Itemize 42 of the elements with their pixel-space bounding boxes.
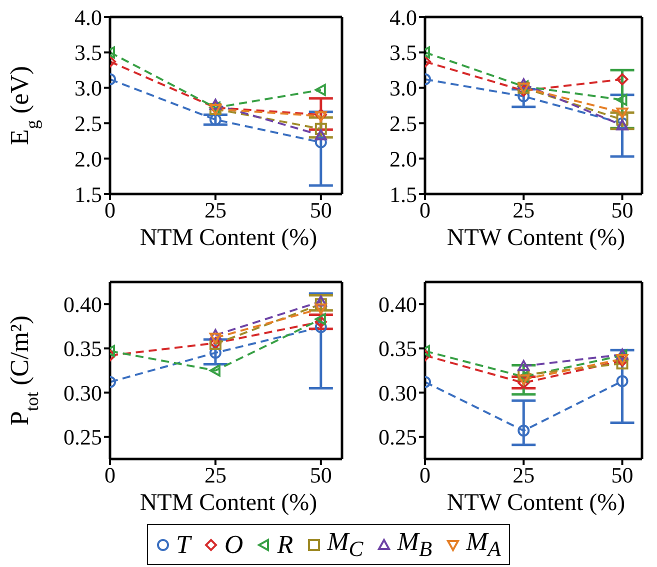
- y-tick-label: 3.5: [390, 40, 417, 66]
- y-tick-label: 3.0: [74, 76, 102, 101]
- x-tick-label: 50: [611, 462, 634, 488]
- y-tick-label: 0.35: [378, 336, 417, 362]
- x-tick-label: 0: [420, 462, 430, 488]
- y-tick-label: 1.5: [74, 182, 102, 207]
- x-tick-label: 25: [204, 198, 226, 223]
- legend-label: R: [277, 530, 294, 560]
- legend-label: T: [176, 530, 190, 560]
- y-tick-label: 3.5: [74, 40, 102, 66]
- x-axis-title: NTW Content (%): [446, 489, 626, 517]
- y-tick-label: 2.0: [390, 146, 417, 172]
- x-tick-label: 0: [104, 462, 116, 488]
- y-tick-label: 2.0: [74, 146, 102, 172]
- x-axis-title: NTM Content (%): [138, 224, 318, 252]
- y-tick-label: 1.5: [390, 182, 417, 207]
- legend-label: M$_{C}$: [327, 527, 364, 562]
- legend-label: M$_{A}$: [466, 527, 502, 562]
- legend-label: M$_{B}$: [397, 527, 432, 562]
- y-tick-label: 0.40: [64, 292, 102, 317]
- y-tick-label: 0.25: [378, 424, 417, 450]
- y-tick-label: 4.0: [390, 4, 417, 30]
- y-tick-label: 3.0: [390, 76, 417, 101]
- x-tick-label: 50: [611, 198, 634, 223]
- x-tick-label: 25: [512, 198, 535, 223]
- legend-label: O: [224, 530, 244, 560]
- y-tick-label: 2.5: [74, 111, 102, 136]
- y-tick-label: 0.30: [378, 380, 417, 406]
- y-tick-label: 0.35: [64, 336, 102, 362]
- x-tick-label: 0: [104, 198, 116, 223]
- x-tick-label: 25: [512, 462, 535, 488]
- y-tick-label: 0.40: [378, 292, 417, 317]
- y-tick-label: 0.30: [64, 380, 102, 406]
- x-tick-label: 50: [310, 462, 332, 488]
- x-axis-title: NTM Content (%): [138, 489, 318, 517]
- y-tick-label: 4.0: [74, 4, 102, 30]
- y-tick-label: 0.25: [64, 424, 102, 450]
- y-tick-label: 2.5: [390, 111, 417, 136]
- x-tick-label: 50: [310, 198, 332, 223]
- x-axis-title: NTW Content (%): [446, 224, 626, 252]
- x-tick-label: 0: [420, 198, 430, 223]
- x-tick-label: 25: [204, 462, 226, 488]
